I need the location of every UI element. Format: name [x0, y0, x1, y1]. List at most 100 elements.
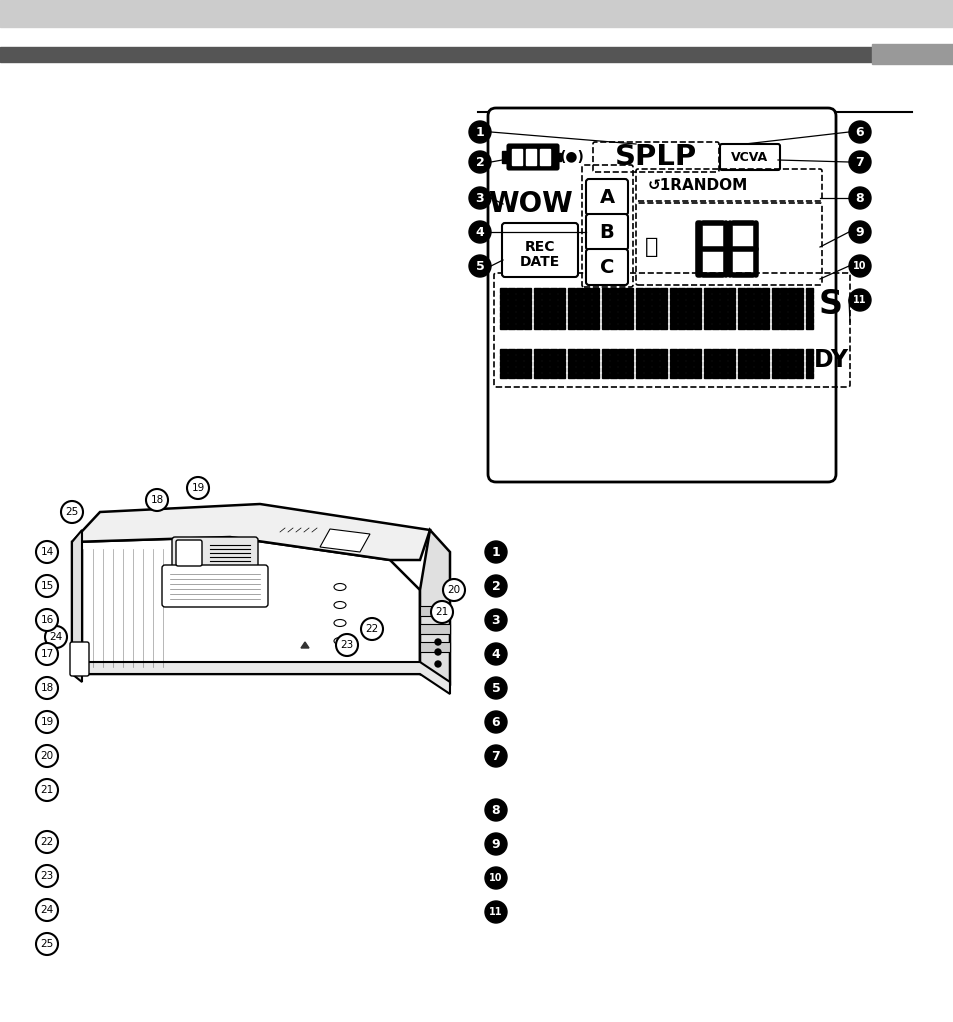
Bar — [659, 306, 666, 311]
Bar — [567, 294, 575, 299]
Bar — [771, 312, 779, 317]
Bar — [685, 294, 692, 299]
Bar — [787, 306, 794, 311]
Bar — [541, 300, 548, 305]
Bar — [592, 349, 598, 354]
Bar — [516, 288, 522, 293]
Text: C: C — [599, 258, 614, 277]
FancyBboxPatch shape — [162, 565, 268, 607]
Bar — [534, 367, 540, 372]
Bar — [643, 349, 650, 354]
Bar — [507, 373, 515, 378]
Bar — [643, 355, 650, 360]
Bar — [618, 318, 624, 323]
Bar — [541, 355, 548, 360]
FancyBboxPatch shape — [507, 144, 558, 170]
Bar — [609, 318, 617, 323]
Bar — [557, 153, 560, 161]
Bar — [558, 349, 564, 354]
Circle shape — [484, 575, 506, 597]
Text: 21: 21 — [40, 785, 53, 795]
Bar — [541, 324, 548, 329]
Bar — [678, 312, 684, 317]
Bar — [805, 294, 812, 299]
Text: 6: 6 — [855, 126, 863, 139]
Bar — [669, 349, 677, 354]
Bar — [738, 312, 744, 317]
Bar — [550, 312, 557, 317]
Text: WOW: WOW — [488, 190, 573, 218]
Bar — [771, 349, 779, 354]
Circle shape — [36, 779, 58, 801]
Bar — [738, 300, 744, 305]
Bar — [795, 373, 802, 378]
Text: 7: 7 — [491, 749, 500, 762]
Bar — [761, 294, 768, 299]
Text: 25: 25 — [66, 507, 78, 517]
Text: 4: 4 — [476, 226, 484, 238]
Bar — [507, 312, 515, 317]
Bar — [780, 312, 786, 317]
Bar — [534, 361, 540, 366]
FancyBboxPatch shape — [488, 108, 835, 482]
Bar — [685, 355, 692, 360]
Bar — [771, 324, 779, 329]
Bar — [583, 300, 590, 305]
Circle shape — [469, 151, 491, 173]
Bar — [583, 294, 590, 299]
Bar — [780, 373, 786, 378]
Bar — [576, 349, 582, 354]
Bar — [523, 306, 531, 311]
Bar — [780, 294, 786, 299]
Bar — [738, 318, 744, 323]
Text: 8: 8 — [855, 191, 863, 204]
Bar — [727, 367, 734, 372]
Bar — [625, 349, 633, 354]
Bar — [636, 367, 642, 372]
Text: REC: REC — [524, 240, 555, 254]
Bar — [795, 324, 802, 329]
Circle shape — [36, 677, 58, 699]
Circle shape — [848, 187, 870, 210]
Bar — [753, 306, 760, 311]
Bar — [678, 294, 684, 299]
Text: 9: 9 — [491, 837, 499, 850]
Bar — [516, 324, 522, 329]
Bar — [583, 306, 590, 311]
Bar — [576, 324, 582, 329]
Bar — [787, 294, 794, 299]
Bar — [805, 373, 812, 378]
Text: 2: 2 — [491, 579, 500, 593]
Bar — [753, 294, 760, 299]
Bar — [636, 373, 642, 378]
Ellipse shape — [334, 619, 346, 626]
Bar — [771, 294, 779, 299]
Bar — [669, 318, 677, 323]
Bar — [771, 367, 779, 372]
Bar — [618, 355, 624, 360]
Bar — [693, 367, 700, 372]
Bar — [523, 294, 531, 299]
Bar — [745, 294, 752, 299]
Bar — [711, 355, 719, 360]
Bar — [805, 361, 812, 366]
Bar — [567, 300, 575, 305]
Bar — [534, 294, 540, 299]
Bar — [592, 300, 598, 305]
Circle shape — [848, 151, 870, 173]
Bar — [609, 349, 617, 354]
Bar — [771, 318, 779, 323]
Circle shape — [36, 541, 58, 563]
Bar — [871, 44, 953, 64]
Bar — [659, 367, 666, 372]
Bar — [636, 324, 642, 329]
Circle shape — [484, 541, 506, 563]
Bar — [720, 312, 726, 317]
Bar — [659, 324, 666, 329]
Bar — [720, 373, 726, 378]
Bar — [669, 306, 677, 311]
Bar — [523, 318, 531, 323]
Bar — [643, 306, 650, 311]
Bar — [576, 306, 582, 311]
Bar — [0, 47, 871, 62]
